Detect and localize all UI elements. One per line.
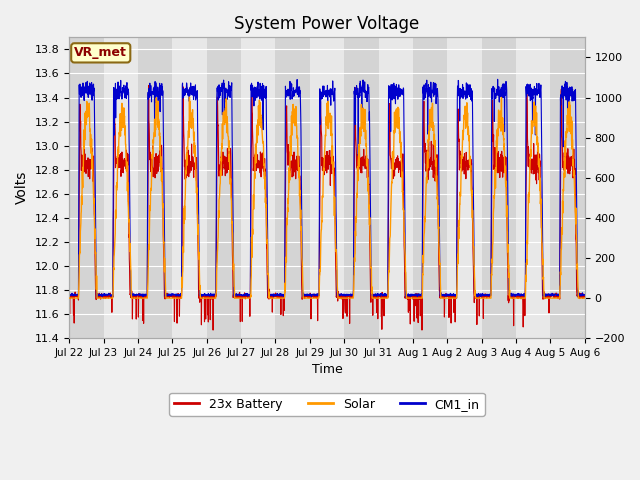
Bar xyxy=(310,37,344,338)
Y-axis label: Volts: Volts xyxy=(15,171,29,204)
X-axis label: Time: Time xyxy=(312,363,342,376)
Text: VR_met: VR_met xyxy=(74,47,127,60)
Bar xyxy=(482,37,516,338)
Bar xyxy=(344,37,378,338)
Bar xyxy=(275,37,310,338)
Bar xyxy=(104,37,138,338)
Bar xyxy=(69,37,104,338)
Bar xyxy=(138,37,172,338)
Bar xyxy=(378,37,413,338)
Legend: 23x Battery, Solar, CM1_in: 23x Battery, Solar, CM1_in xyxy=(169,393,484,416)
Bar xyxy=(241,37,275,338)
Bar xyxy=(447,37,482,338)
Bar xyxy=(207,37,241,338)
Bar xyxy=(172,37,207,338)
Bar xyxy=(550,37,585,338)
Bar xyxy=(413,37,447,338)
Bar xyxy=(516,37,550,338)
Title: System Power Voltage: System Power Voltage xyxy=(234,15,420,33)
